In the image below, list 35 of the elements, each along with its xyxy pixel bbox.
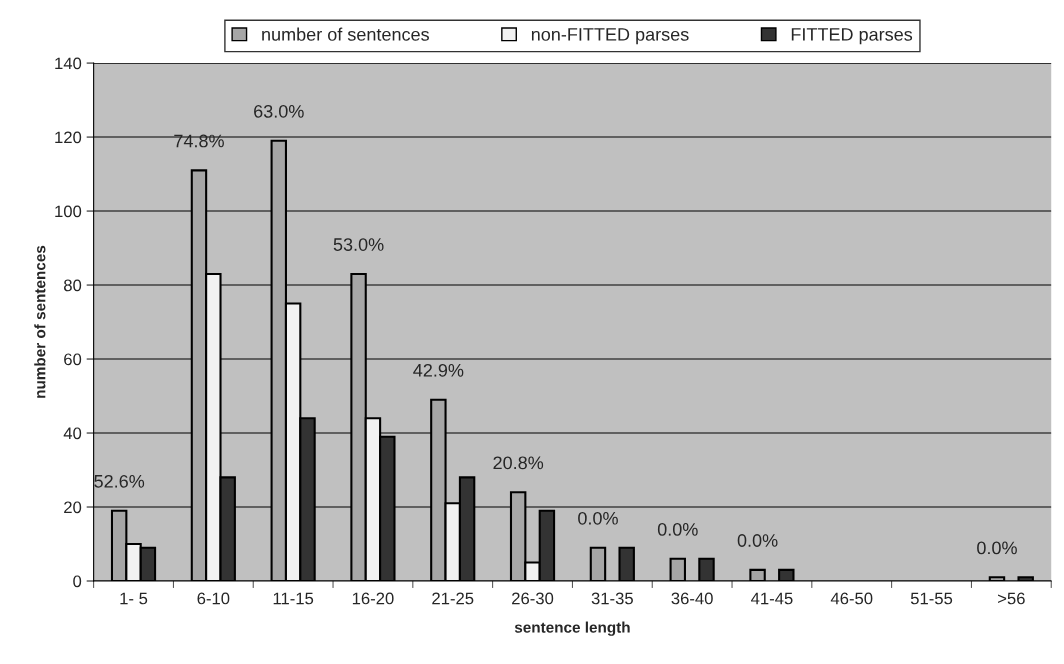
y-tick-label: 40	[63, 427, 82, 440]
x-tick-label: 11-15	[273, 592, 314, 605]
y-axis-title: number of sentences	[34, 245, 46, 398]
annotation: 74.8%	[174, 134, 224, 148]
annotation: 0.0%	[977, 541, 1017, 555]
x-tick-label: 31-35	[591, 592, 633, 605]
annotation: 20.8%	[493, 456, 544, 470]
x-tick-label: 26-30	[512, 592, 554, 605]
x-tick-label: 36-40	[671, 592, 713, 605]
annotation: 52.6%	[94, 474, 145, 488]
x-tick-label: 1- 5	[120, 592, 148, 605]
y-tick-label: 80	[64, 279, 82, 292]
annotation: 63.0%	[254, 104, 304, 118]
x-tick-label: >56	[998, 592, 1025, 605]
x-tick-label: 41-45	[751, 592, 793, 605]
y-tick-label: 20	[64, 501, 82, 514]
y-tick-label: 100	[55, 205, 82, 218]
x-tick-label: 21-25	[432, 592, 474, 605]
legend-label: number of sentences	[262, 27, 429, 41]
annotation: 53.0%	[333, 238, 384, 251]
annotation: 0.0%	[578, 511, 618, 525]
y-tick-label: 120	[55, 131, 82, 144]
annotation: 42.9%	[413, 363, 464, 377]
x-tick-label: 46-50	[830, 592, 873, 605]
x-tick-label: 6-10	[197, 592, 230, 605]
legend-label: non-FITTED parses	[531, 28, 689, 45]
x-tick-label: 51-55	[910, 592, 953, 605]
y-tick-label: 60	[64, 353, 82, 366]
annotation: 0.0%	[657, 523, 698, 536]
y-tick-label: 140	[55, 57, 82, 70]
legend-label: FITTED parses	[791, 28, 913, 45]
x-tick-label: 16-20	[352, 592, 394, 605]
x-axis-title: sentence length	[514, 621, 630, 636]
y-tick-label: 0	[73, 575, 82, 588]
annotation: 0.0%	[737, 534, 778, 547]
